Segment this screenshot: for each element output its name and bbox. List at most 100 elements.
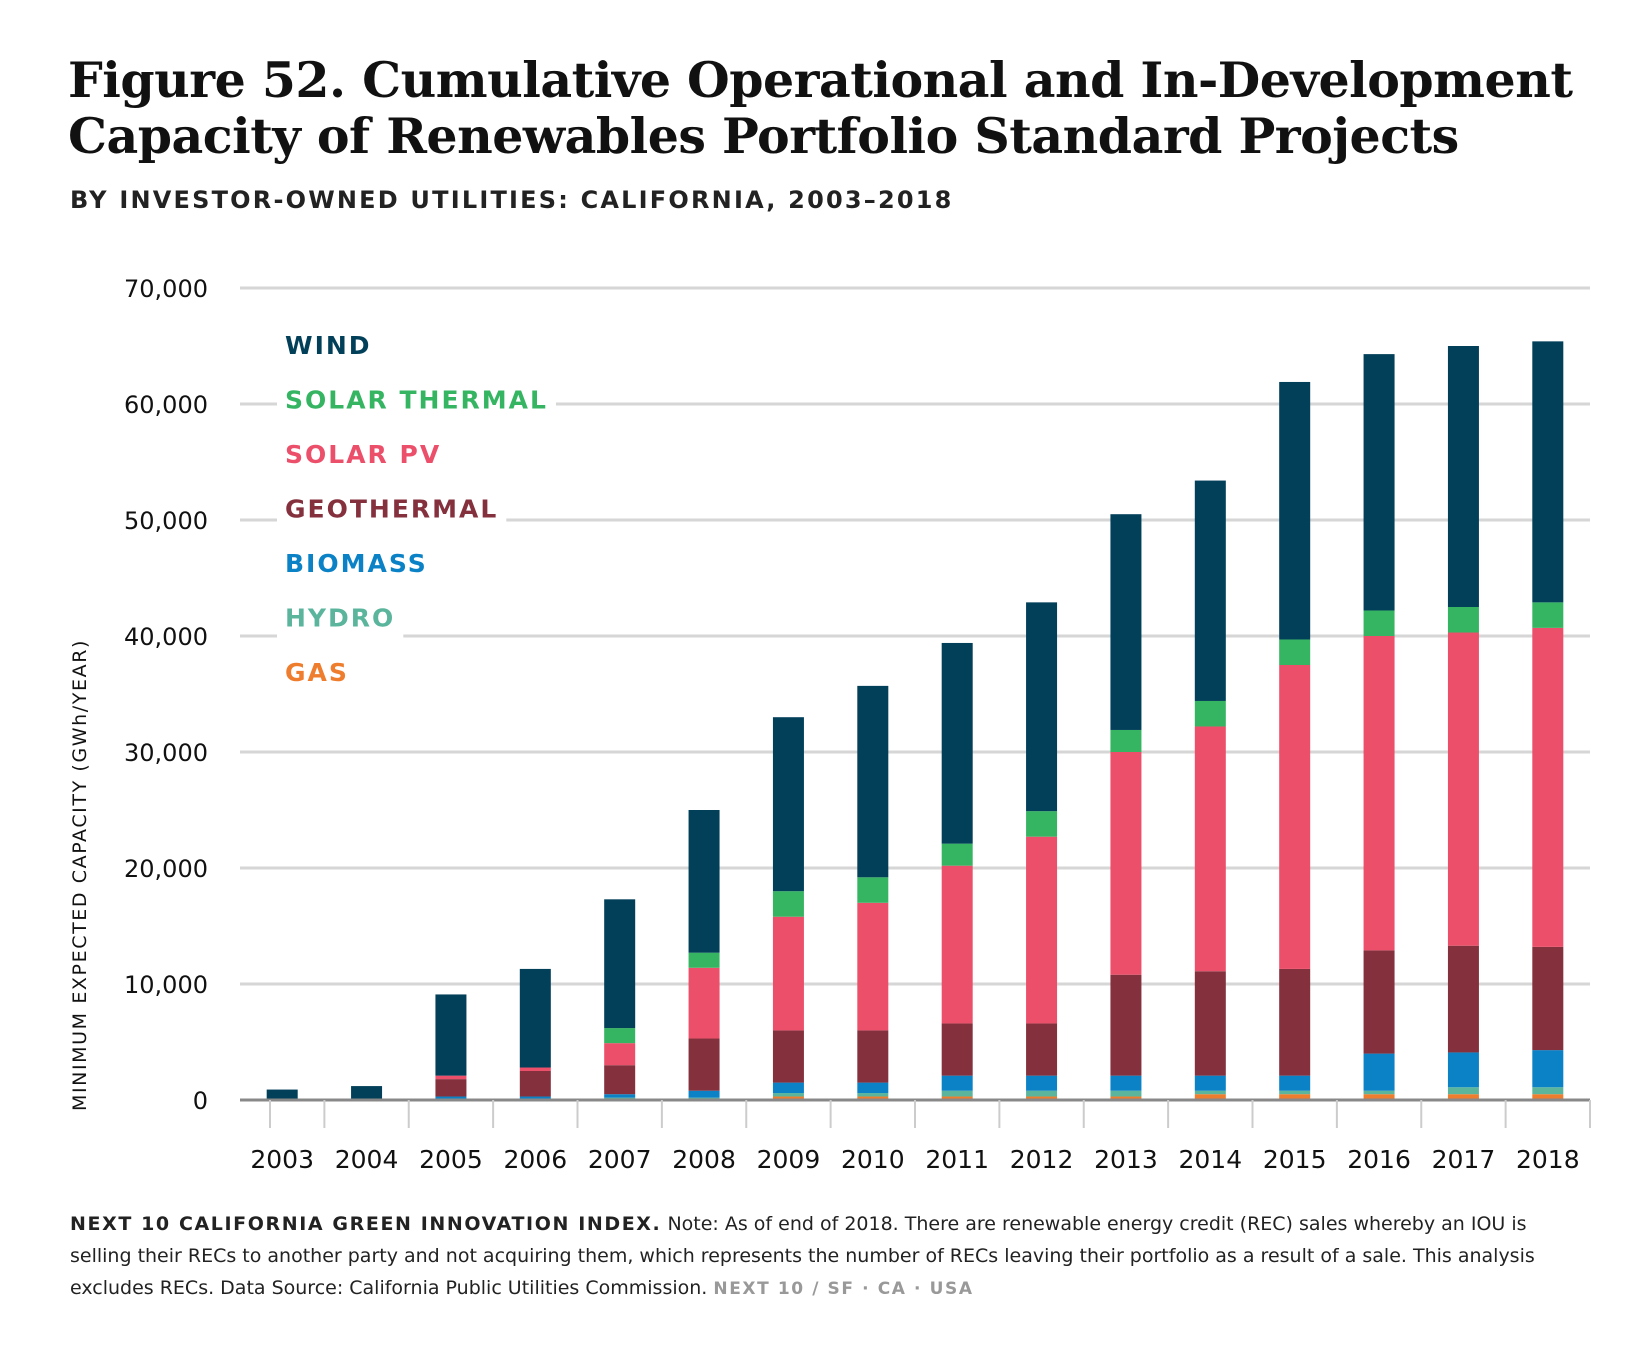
bar-segment-geothermal-2011 [941, 1023, 973, 1076]
chart-title: Figure 52. Cumulative Operational and In… [68, 52, 1608, 164]
bar-segment-biomass-2010 [857, 1082, 889, 1094]
brand-tag: NEXT 10 / SF · CA · USA [713, 1279, 974, 1299]
legend-solar-thermal: SOLAR THERMAL [285, 386, 548, 415]
legend-label-background [277, 652, 357, 693]
bar-segment-solar-pv-2005 [435, 1075, 467, 1080]
bar-segment-wind-2006 [519, 968, 551, 1068]
bar-segment-wind-2016 [1363, 354, 1395, 611]
legend-label-background [277, 434, 450, 475]
legend-label-background [277, 488, 507, 530]
bar-segment-hydro-2009 [772, 1093, 804, 1097]
y-axis-tick-labels: 0 10,000 20,000 30,000 40,000 50,000 60,000 70,… [124, 275, 208, 1115]
x-tick-label: 2004 [335, 1145, 399, 1174]
bar-segment-biomass-2005 [435, 1096, 467, 1100]
y-tick-label: 50,000 [124, 507, 208, 535]
bar-segment-wind-2017 [1447, 346, 1479, 607]
bar-segment-biomass-2006 [519, 1096, 551, 1100]
bar-segment-biomass-2015 [1279, 1075, 1311, 1091]
bar-segment-solar-pv-2011 [941, 865, 973, 1024]
bar-segment-hydro-2017 [1447, 1087, 1479, 1095]
bar-segment-wind-2010 [857, 685, 889, 878]
bar-segment-wind-2004 [351, 1086, 383, 1100]
bar-segment-gas-2009 [772, 1096, 804, 1100]
x-tick-label: 2018 [1516, 1145, 1580, 1174]
bar-segment-solar-pv-2007 [604, 1043, 636, 1066]
bar-segment-wind-2015 [1279, 381, 1311, 640]
bar-segment-solar-pv-2018 [1532, 627, 1564, 947]
bar-segment-solar-pv-2009 [772, 916, 804, 1031]
legend-biomass: BIOMASS [285, 549, 428, 578]
legend-wind: WIND [285, 331, 372, 360]
source-label: NEXT 10 CALIFORNIA GREEN INNOVATION INDE… [70, 1213, 662, 1235]
x-tick-label: 2011 [925, 1145, 989, 1174]
bar-segment-geothermal-2013 [1110, 974, 1142, 1076]
bar-segment-biomass-2014 [1194, 1075, 1226, 1091]
bar-segment-geothermal-2007 [604, 1065, 636, 1095]
bar-segment-biomass-2013 [1110, 1075, 1142, 1091]
bar-segment-solar-pv-2010 [857, 902, 889, 1031]
title-line-1: Figure 52. Cumulative Operational and In… [68, 51, 1573, 109]
bar-segment-wind-2008 [688, 810, 720, 953]
bar-segment-gas-2013 [1110, 1096, 1142, 1100]
x-tick-label: 2007 [588, 1145, 652, 1174]
bar-segment-gas-2018 [1532, 1094, 1564, 1100]
y-tick-label: 60,000 [124, 391, 208, 419]
bar-series [266, 341, 1564, 1100]
legend-label-background [277, 597, 404, 639]
bar-segment-solar-pv-2006 [519, 1067, 551, 1071]
bar-segment-biomass-2018 [1532, 1050, 1564, 1088]
legend-gas: GAS [285, 658, 349, 687]
bar-segment-wind-2012 [1026, 602, 1058, 812]
bar-segment-gas-2016 [1363, 1094, 1395, 1100]
x-tick-label: 2015 [1263, 1145, 1327, 1174]
legend-label-background [277, 325, 380, 366]
x-tick-label: 2008 [672, 1145, 736, 1174]
x-tick-label: 2005 [419, 1145, 483, 1174]
bar-segment-geothermal-2012 [1026, 1023, 1058, 1076]
bar-segment-solar-pv-2015 [1279, 665, 1311, 969]
bar-segment-wind-2014 [1194, 480, 1226, 701]
bar-segment-gas-2011 [941, 1096, 973, 1100]
legend-geothermal: GEOTHERMAL [285, 495, 498, 524]
bar-segment-wind-2005 [435, 994, 467, 1076]
bar-segment-wind-2018 [1532, 341, 1564, 603]
legend-solar-pv: SOLAR PV [285, 440, 441, 469]
y-tick-label: 70,000 [124, 275, 208, 303]
bar-segment-wind-2007 [604, 899, 636, 1029]
x-tick-label: 2006 [504, 1145, 568, 1174]
legend-label-background [277, 379, 556, 421]
bar-segment-hydro-2015 [1279, 1090, 1311, 1095]
bar-segment-solar-thermal-2010 [857, 877, 889, 903]
bar-segment-wind-2011 [941, 642, 973, 844]
y-axis-label: MINIMUM EXPECTED CAPACITY (GWh/YEAR) [69, 639, 91, 1111]
bar-segment-geothermal-2015 [1279, 968, 1311, 1076]
bar-segment-solar-pv-2014 [1194, 726, 1226, 972]
bar-segment-hydro-2018 [1532, 1087, 1564, 1095]
bar-segment-geothermal-2008 [688, 1038, 720, 1091]
bar-segment-biomass-2012 [1026, 1075, 1058, 1091]
legend-hydro: HYDRO [285, 604, 395, 633]
bar-segment-solar-thermal-2007 [604, 1028, 636, 1044]
bar-segment-solar-thermal-2018 [1532, 602, 1564, 628]
bar-segment-biomass-2017 [1447, 1052, 1479, 1088]
x-tick-label: 2003 [250, 1145, 314, 1174]
x-tick-label: 2012 [1010, 1145, 1074, 1174]
y-tick-label: 20,000 [124, 855, 208, 883]
bar-segment-biomass-2016 [1363, 1053, 1395, 1091]
legend-label-background [277, 543, 436, 584]
bar-segment-geothermal-2017 [1447, 945, 1479, 1053]
bar-segment-hydro-2011 [941, 1090, 973, 1097]
note-text: Note: As of end of 2018. There are renew… [70, 1213, 1535, 1299]
x-axis: 2003 2004 2005 2006 2007 2008 2009 2010 2011 2012… [240, 1098, 1591, 1174]
bar-segment-solar-pv-2016 [1363, 636, 1395, 951]
bar-segment-geothermal-2005 [435, 1079, 467, 1097]
x-tick-label: 2016 [1347, 1145, 1411, 1174]
legend: WIND SOLAR THERMAL SOLAR PV GEOTHERMAL BIOMA… [277, 325, 556, 693]
bar-segment-solar-pv-2012 [1026, 836, 1058, 1024]
bar-segment-solar-thermal-2016 [1363, 610, 1395, 636]
bar-segment-solar-thermal-2014 [1194, 700, 1226, 727]
bar-segment-geothermal-2009 [772, 1030, 804, 1083]
bar-segment-biomass-2011 [941, 1075, 973, 1091]
bar-segment-wind-2013 [1110, 514, 1142, 730]
x-tick-label: 2013 [1094, 1145, 1158, 1174]
